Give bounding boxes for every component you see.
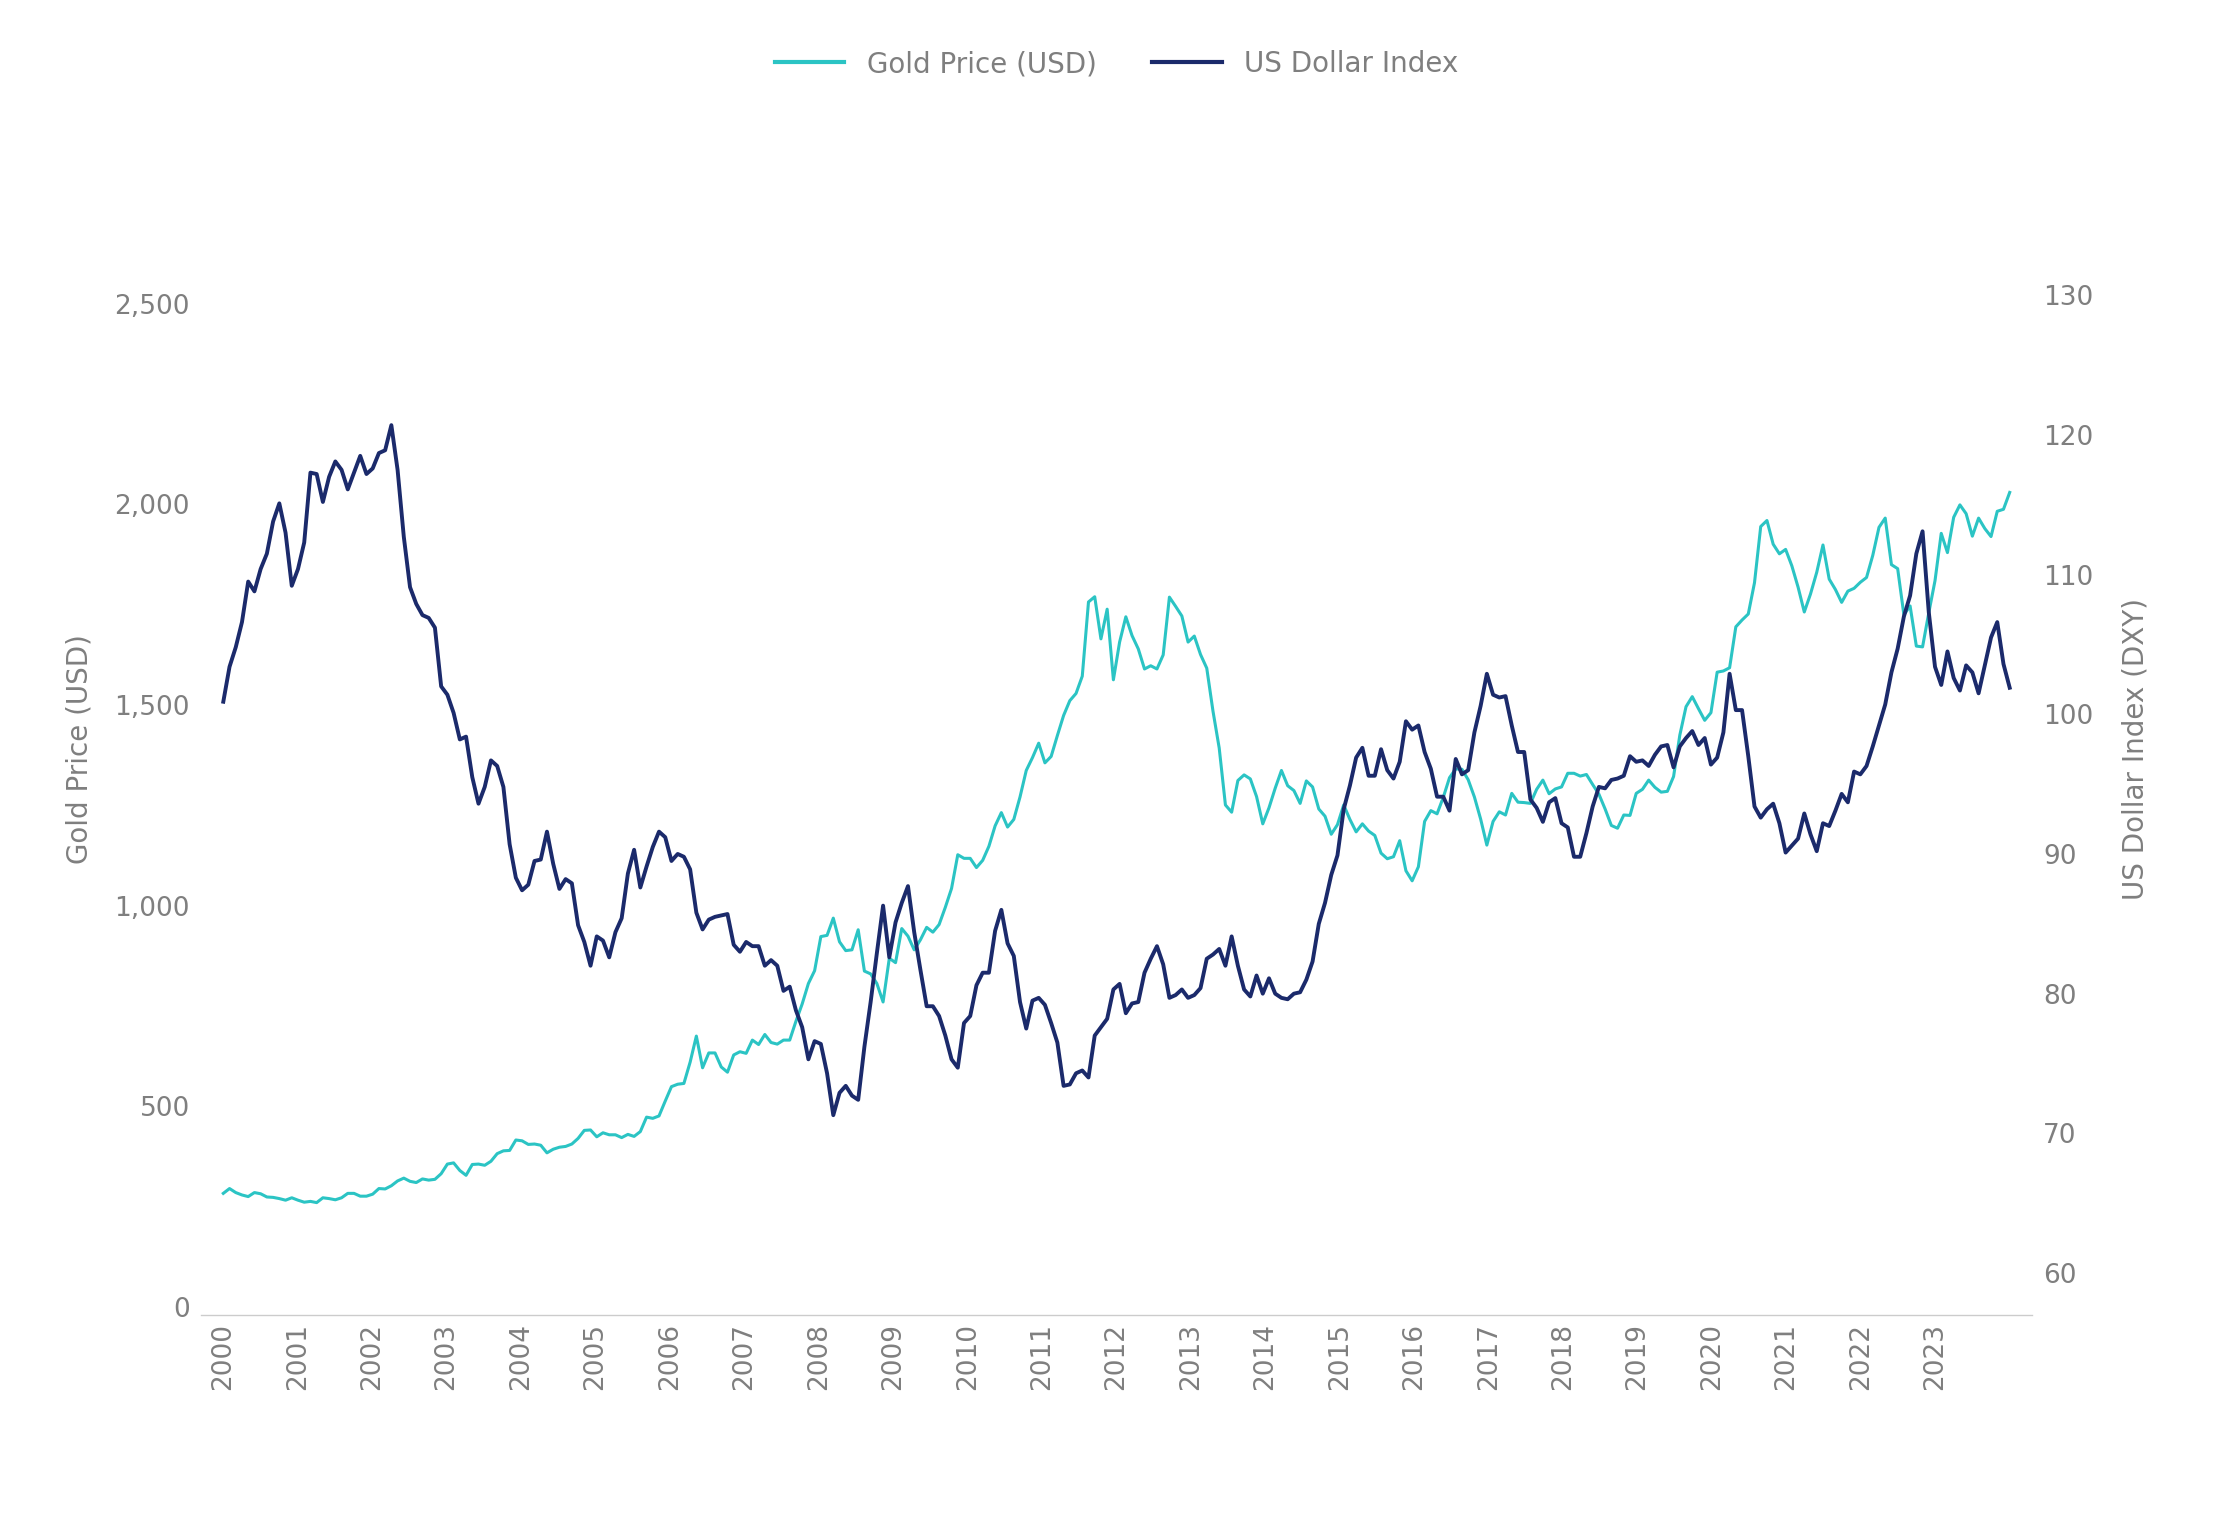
Y-axis label: Gold Price (USD): Gold Price (USD): [65, 635, 94, 864]
Legend: Gold Price (USD), US Dollar Index: Gold Price (USD), US Dollar Index: [764, 38, 1469, 89]
Y-axis label: US Dollar Index (DXY): US Dollar Index (DXY): [2121, 598, 2148, 901]
